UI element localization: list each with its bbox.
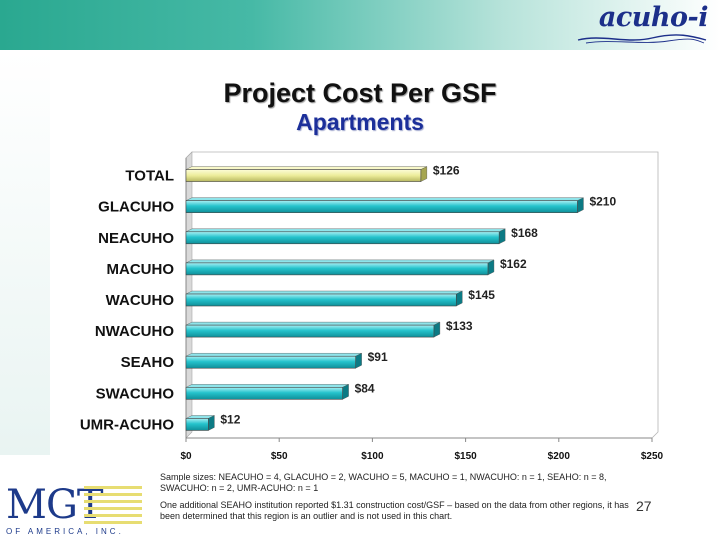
bar-seaho [185,352,362,369]
chart-value-labels: $126 $210 $168 $162 $145 $133 $91 $84 $12 [220,164,616,427]
category-label-total: TOTAL [125,168,174,185]
outlier-note: One additional SEAHO institution reporte… [160,500,629,521]
mgt-logo-stripes [84,486,142,524]
value-label-neacuho: $168 [511,226,538,240]
bar-swacuho [185,384,349,400]
page-number: 27 [636,498,652,514]
x-tick-label: $200 [548,451,571,462]
acuho-logo-swoosh [577,34,707,44]
value-label-macuho: $162 [500,257,527,271]
x-tick-label: $100 [361,451,384,462]
value-label-umr-acuho: $12 [220,412,240,426]
left-accent-strip [0,50,50,455]
chart-notes: Sample sizes: NEACUHO = 4, GLACUHO = 2, … [160,472,640,522]
chart-x-tick-labels: $0 $50 $100 $150 $200 $250 [180,438,664,462]
x-tick-label: $250 [641,451,664,462]
bar-chart: TOTAL GLACUHO NEACUHO MACUHO WACUHO NWACUHO SE… [80,151,664,462]
value-label-seaho: $91 [368,350,388,364]
bar-neacuho [185,228,506,245]
chart-bars [185,166,584,431]
category-label-wacuho: WACUHO [106,292,175,309]
chart-category-labels: TOTAL GLACUHO NEACUHO MACUHO WACUHO NWACUHO SE… [80,168,174,434]
bar-glacuho [185,197,584,213]
bar-wacuho [185,290,463,307]
x-tick-label: $50 [271,451,288,462]
category-label-umr-acuho: UMR-ACUHO [80,416,174,433]
value-label-swacuho: $84 [355,381,375,395]
page-subtitle: Apartments [296,109,424,135]
category-label-macuho: MACUHO [107,261,175,278]
bar-macuho [185,259,495,276]
acuho-logo: acuho-i [572,2,712,48]
category-label-nwacuho: NWACUHO [95,323,174,340]
value-label-wacuho: $145 [468,288,495,302]
category-label-seaho: SEAHO [121,354,175,371]
page-title: Project Cost Per GSF [223,78,497,108]
bar-nwacuho [185,321,441,338]
mgt-logo-text: MGT [6,482,104,528]
category-label-swacuho: SWACUHO [96,385,175,402]
value-label-glacuho: $210 [589,195,616,209]
bar-umr-acuho [185,415,215,431]
sample-sizes-note: Sample sizes: NEACUHO = 4, GLACUHO = 2, … [160,472,607,493]
x-tick-label: $0 [180,451,192,462]
bar-total [185,166,428,182]
mgt-logo: MGT OF AMERICA, INC. [2,478,162,538]
category-label-neacuho: NEACUHO [98,230,174,247]
acuho-logo-text: acuho-i [598,2,709,33]
value-label-nwacuho: $133 [446,319,473,333]
category-label-glacuho: GLACUHO [98,199,174,216]
value-label-total: $126 [433,164,460,178]
x-tick-label: $150 [454,451,477,462]
mgt-logo-subtext: OF AMERICA, INC. [6,527,124,536]
